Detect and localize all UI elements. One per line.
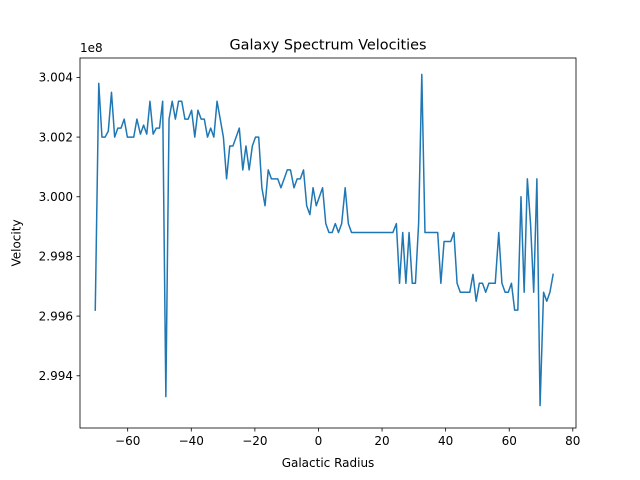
x-tick-label: −20: [242, 434, 267, 448]
x-axis: −60 −40 −20 0 20 40 60 80: [115, 428, 580, 448]
plot-frame: [79, 57, 577, 429]
y-axis-label: Velocity: [10, 219, 24, 266]
y-tick-label: 2.994: [39, 369, 73, 383]
y-tick-label: 3.002: [39, 130, 73, 144]
y-tick-label: 2.996: [39, 309, 73, 323]
x-tick-label: 80: [565, 434, 580, 448]
y-tick-label: 3.000: [39, 190, 73, 204]
plot-area: [94, 73, 554, 407]
y-tick-label: 2.998: [39, 250, 73, 264]
x-tick-label: 0: [315, 434, 323, 448]
x-tick-label: 60: [502, 434, 517, 448]
x-axis-label: Galactic Radius: [282, 456, 375, 470]
y-tick-label: 3.004: [39, 71, 73, 85]
y-axis: 2.994 2.996 2.998 3.000 3.002 3.004: [39, 71, 80, 383]
x-tick-label: 20: [374, 434, 389, 448]
chart-title: Galaxy Spectrum Velocities: [230, 38, 427, 54]
x-tick-label: −60: [115, 434, 140, 448]
y-offset-label: 1e8: [80, 41, 103, 55]
velocity-series-line: [94, 73, 554, 407]
x-tick-label: 40: [438, 434, 453, 448]
x-tick-label: −40: [179, 434, 204, 448]
